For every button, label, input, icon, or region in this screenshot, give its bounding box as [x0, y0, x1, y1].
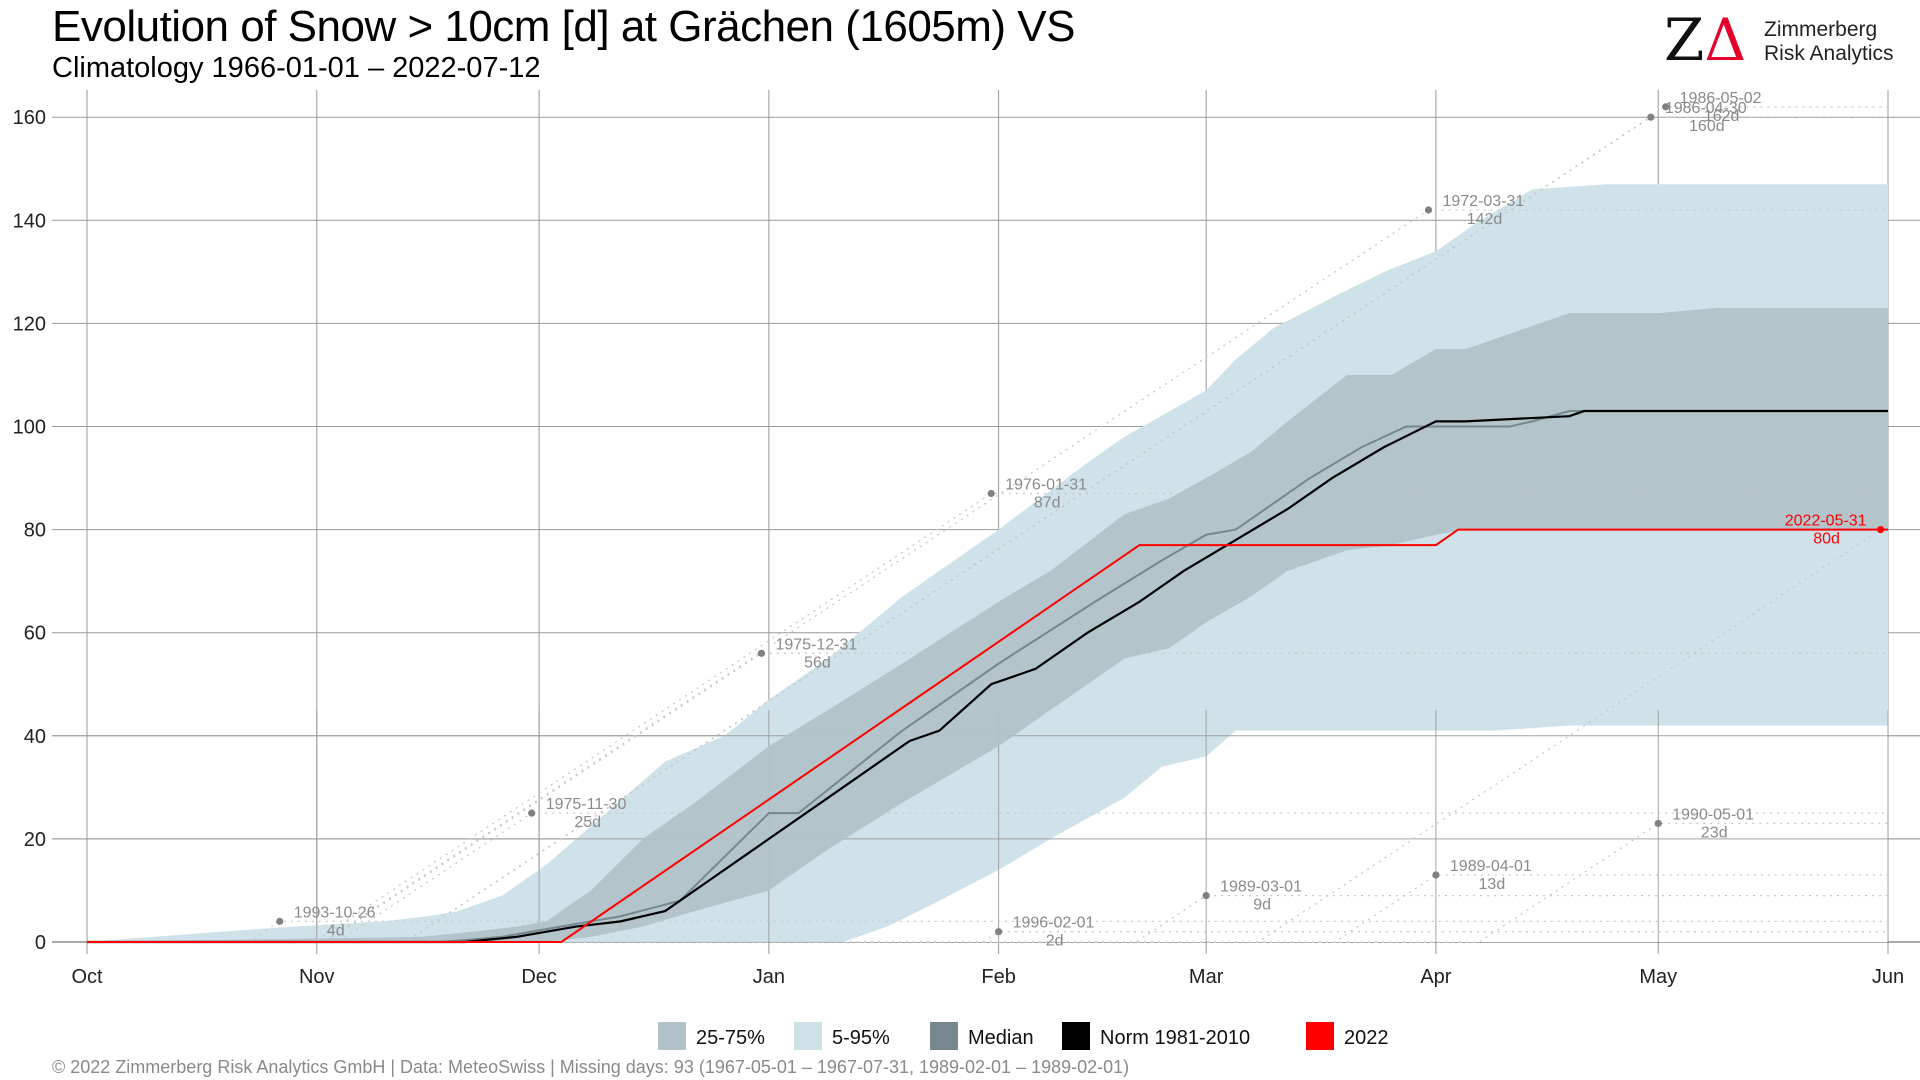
band-5-95-lower-mask [87, 725, 1888, 942]
y-tick-label: 40 [24, 726, 46, 748]
record-point-1976-01-31 [987, 489, 995, 498]
record-date-label: 1972-03-31 [1442, 193, 1524, 210]
x-tick-label-oct: Oct [71, 966, 103, 988]
x-tick-label-dec: Dec [521, 966, 557, 988]
legend-swatch-0 [658, 1022, 686, 1050]
company-logo: ZΔ Zimmerberg Risk Analytics [1664, 10, 1904, 70]
current-2022-line [87, 528, 1888, 943]
record-point-1996-02-01 [995, 928, 1003, 936]
series-lines [87, 409, 1888, 944]
record-date-label: 1986-04-30 [1665, 100, 1747, 117]
x-tick-label-nov: Nov [299, 966, 335, 988]
footer-credits: © 2022 Zimmerberg Risk Analytics GmbH | … [52, 1057, 1130, 1077]
legend-label-4: 2022 [1344, 1027, 1389, 1049]
record-value-label: 160d [1689, 118, 1725, 135]
record-value-label: 56d [804, 654, 831, 671]
record-value-label: 87d [1034, 495, 1061, 512]
x-tick-label-feb: Feb [981, 966, 1015, 988]
logo-line-1: Zimmerberg [1764, 18, 1878, 41]
y-tick-label: 140 [13, 210, 46, 232]
record-value-label: 25d [574, 814, 601, 831]
y-tick-label: 100 [13, 417, 46, 439]
record-date-label: 1989-03-01 [1220, 879, 1302, 896]
legend-swatch-3 [1062, 1022, 1090, 1050]
y-tick-label: 60 [24, 623, 46, 645]
legend-swatch-4 [1306, 1022, 1334, 1050]
record-trace-1990-05-01 [87, 822, 1888, 943]
record-value-label: 80d [1813, 531, 1840, 548]
record-date-label: 1986-05-02 [1680, 90, 1762, 107]
record-value-label: 142d [1467, 211, 1503, 228]
y-tick-label: 120 [13, 313, 46, 335]
record-value-label: 162d [1704, 108, 1740, 125]
x-tick-label-jun: Jun [1872, 966, 1904, 988]
record-point-1989-04-01 [1432, 871, 1440, 879]
record-value-label: 2d [1046, 933, 1064, 950]
y-tick-label: 160 [13, 107, 46, 129]
band-25-75 [87, 307, 1888, 942]
logo-line-2: Risk Analytics [1764, 42, 1894, 65]
record-point-1989-03-01 [1202, 892, 1210, 900]
logo-text: Zimmerberg Risk Analytics [1764, 18, 1894, 66]
record-date-label: 1996-02-01 [1013, 915, 1095, 932]
record-date-label: 1989-04-01 [1450, 858, 1532, 875]
legend-label-1: 5-95% [832, 1027, 890, 1049]
legend-label-3: Norm 1981-2010 [1100, 1027, 1250, 1049]
record-point-1975-11-30 [528, 809, 536, 817]
record-point-2022-05-31 [1876, 526, 1885, 534]
record-point-1972-03-31 [1424, 206, 1433, 214]
record-value-label: 9d [1253, 897, 1271, 914]
record-date-label: 1975-11-30 [546, 796, 627, 813]
record-date-label: 1975-12-31 [775, 636, 857, 653]
record-value-label: 13d [1479, 876, 1506, 893]
record-point-1986-04-30 [1647, 113, 1655, 121]
chart-title: Evolution of Snow > 10cm [d] at Grächen … [52, 2, 1076, 51]
record-date-label: 1976-01-31 [1005, 477, 1087, 494]
legend-label-2: Median [968, 1027, 1034, 1049]
median-line [87, 410, 1888, 943]
norm-line [87, 409, 1888, 944]
record-date-label: 1993-10-26 [294, 904, 376, 921]
record-date-label: 2022-05-31 [1785, 513, 1867, 530]
record-point-1990-05-01 [1654, 819, 1662, 828]
logo-mark-icon: ZΔ [1664, 6, 1747, 74]
y-tick-label: 80 [24, 520, 46, 542]
legend-label-0: 25-75% [696, 1027, 765, 1049]
record-point-1993-10-26 [276, 917, 284, 925]
legend-swatch-2 [930, 1022, 958, 1050]
record-value-label: 4d [327, 922, 345, 939]
x-tick-label-apr: Apr [1420, 966, 1451, 988]
axis-labels: 0 20 40 60 80 100 120 140 160 Oct Nov Dec Jan Feb Mar A… [13, 107, 1905, 988]
x-tick-label-may: May [1639, 966, 1677, 988]
record-date-label: 1990-05-01 [1672, 806, 1754, 823]
x-tick-label-jan: Jan [753, 966, 785, 988]
record-value-label: 23d [1701, 824, 1728, 841]
y-tick-label: 0 [35, 932, 46, 954]
x-tick-label-mar: Mar [1189, 966, 1224, 988]
legend: 25-75% 5-95% Median Norm 1981-2010 2022 [658, 1022, 1389, 1050]
percentile-bands [52, 184, 1920, 943]
y-tick-label: 20 [24, 829, 46, 851]
record-point-1986-05-02 [1662, 103, 1670, 111]
record-point-1975-12-31 [757, 649, 766, 657]
chart-subtitle: Climatology 1966-01-01 – 2022-07-12 [52, 52, 541, 84]
legend-swatch-1 [794, 1022, 822, 1050]
